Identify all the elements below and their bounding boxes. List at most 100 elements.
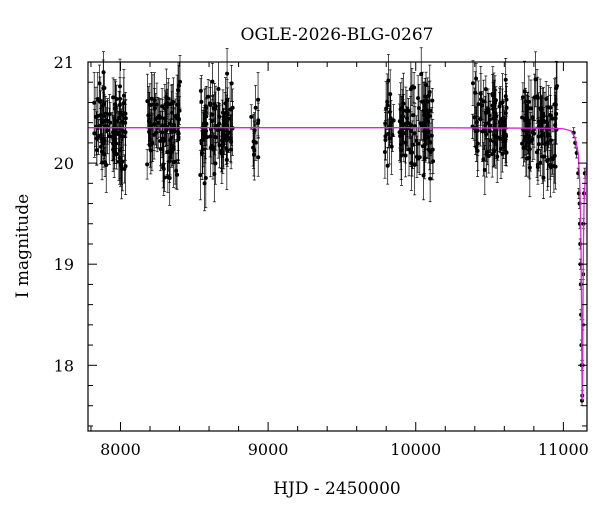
data-marker [400,121,405,126]
data-point [421,150,426,201]
data-marker [553,123,558,128]
data-point [409,135,414,191]
data-marker [403,153,408,158]
data-point [520,99,525,137]
data-point [167,150,172,206]
data-point [548,87,553,144]
data-marker [412,162,417,167]
data-marker [162,175,167,180]
data-point [147,92,152,151]
data-point [253,85,258,131]
data-point [161,140,166,189]
data-point [523,87,528,115]
data-point [525,95,530,123]
data-point [204,124,209,150]
data-point [530,96,535,138]
data-point [158,110,163,172]
data-marker [388,92,393,97]
data-marker [544,119,549,124]
data-marker [550,116,555,121]
data-point [430,88,435,114]
data-point [119,147,124,185]
data-marker [520,115,525,120]
data-marker [385,163,390,168]
data-marker [117,102,122,107]
data-point [387,112,392,165]
data-marker [167,176,172,181]
data-marker [210,79,215,84]
data-point [500,100,505,143]
data-marker [409,161,414,166]
data-marker [419,72,424,77]
data-marker [480,129,485,134]
data-point [528,112,533,172]
data-point [390,118,395,152]
data-point [107,107,112,165]
data-point [545,95,550,157]
data-point [229,64,234,102]
data-marker [485,107,490,112]
data-point [217,103,222,131]
data-point [547,149,552,180]
data-marker [522,135,527,140]
data-point [488,100,493,151]
data-marker [389,121,394,126]
data-point [540,106,545,165]
data-marker [253,140,258,145]
data-point [112,106,117,156]
data-marker [411,113,416,118]
data-point [550,105,555,133]
data-point [256,110,261,137]
data-point [382,125,387,179]
data-marker [96,135,101,140]
data-point [111,77,116,118]
data-marker [172,129,177,134]
data-marker [483,87,488,92]
data-marker [386,78,391,83]
data-point [160,88,165,125]
data-marker [98,144,103,149]
data-marker [256,155,261,160]
data-point [119,108,124,164]
data-point [504,138,509,167]
data-marker [228,136,233,141]
data-marker [390,133,395,138]
data-marker [474,76,479,81]
data-marker [198,173,203,178]
data-marker [490,152,495,157]
data-point [541,156,546,199]
data-marker [528,106,533,111]
data-marker [484,110,489,115]
chart-title: OGLE-2026-BLG-0267 [241,25,434,45]
data-marker [158,115,163,120]
data-marker [212,101,217,106]
data-point [256,137,261,177]
data-point [524,140,529,177]
data-point [412,134,417,196]
data-point [101,124,106,153]
data-marker [105,118,110,123]
data-marker [121,112,126,117]
data-marker [102,86,107,91]
tick-layer: 8000 9000 10000 11000 18 19 20 21 [54,53,589,459]
data-marker [399,148,404,153]
data-point [172,114,177,148]
data-point [408,137,413,167]
data-marker [549,156,554,161]
data-point [101,88,106,120]
data-marker [148,148,153,153]
data-point [480,100,485,162]
data-marker [423,134,428,139]
data-marker [116,131,121,136]
data-marker [428,176,433,181]
data-marker [476,102,481,107]
data-marker [536,123,541,128]
data-marker [524,156,529,161]
data-marker [551,163,556,168]
data-point [503,74,508,119]
data-point [198,78,203,104]
data-point [155,96,160,139]
data-marker [428,150,433,155]
data-marker [421,108,426,113]
data-point [404,90,409,147]
